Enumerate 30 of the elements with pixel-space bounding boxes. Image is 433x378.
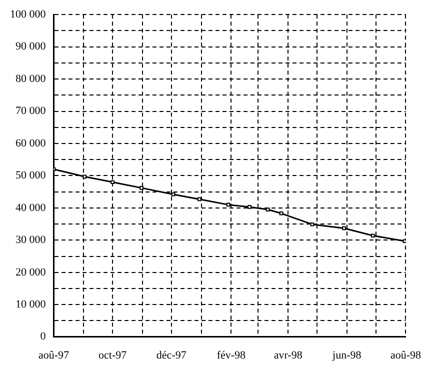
point — [279, 211, 284, 216]
point — [266, 208, 270, 212]
x-tick-label: aoû-97 — [38, 349, 70, 362]
y-tick-label: 30 000 — [16, 234, 46, 246]
y-tick-label: 80 000 — [16, 72, 46, 85]
x-tick-label: déc-97 — [156, 349, 187, 362]
point — [140, 186, 144, 190]
point — [82, 174, 87, 179]
x-tick-label: aoû-98 — [390, 349, 422, 362]
y-tick-label: 20 000 — [16, 266, 46, 278]
point — [171, 192, 176, 196]
x-tick-label: avr-98 — [274, 349, 303, 362]
x-tick-label: oct-97 — [98, 349, 128, 362]
y-tick-label: 100 000 — [10, 8, 46, 20]
point — [342, 226, 346, 230]
y-tick-label: 0 — [40, 330, 46, 343]
y-tick-label: 50 000 — [16, 170, 46, 182]
y-tick-label: 40 000 — [16, 202, 46, 214]
point — [248, 205, 252, 209]
point — [371, 234, 375, 238]
point — [402, 239, 406, 244]
y-tick-label: 70 000 — [16, 105, 46, 118]
x-tick-label: jun-98 — [332, 349, 362, 362]
point — [197, 197, 202, 202]
y-tick-label: 60 000 — [16, 137, 46, 150]
y-tick-label: 90 000 — [16, 40, 46, 53]
x-tick-label: fév-98 — [216, 349, 246, 362]
y-tick-label: 10 000 — [16, 298, 46, 310]
point — [110, 180, 114, 184]
point — [310, 222, 314, 226]
